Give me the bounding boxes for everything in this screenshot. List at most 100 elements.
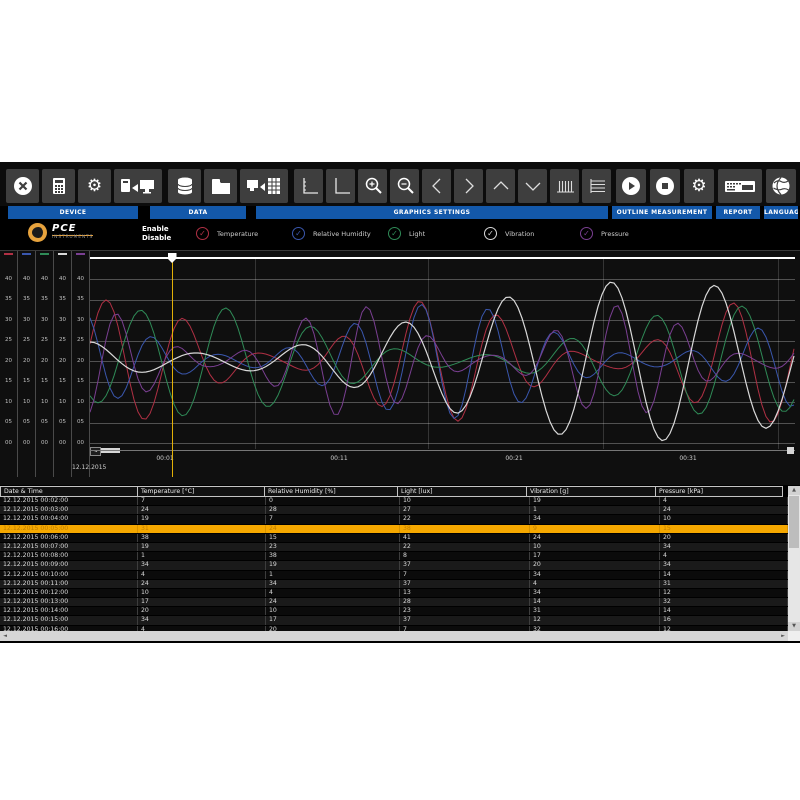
vertical-gridline — [603, 259, 604, 449]
scroll-left-arrow[interactable]: ◄ — [3, 633, 7, 639]
axis-tick-label: 30 — [59, 316, 66, 323]
legend-item-temperature: ✓ Temperature — [196, 227, 292, 240]
table-cell: 12.12.2015 00:07:00 — [0, 542, 138, 552]
plot-scrollbar-track[interactable] — [90, 450, 795, 451]
table-row[interactable]: 12.12.2015 00:14:00 20 10 23 31 14 — [0, 607, 788, 617]
axis-tick-label: 20 — [5, 357, 12, 364]
table-cell: 7 — [400, 570, 530, 579]
series-checkbox-light[interactable]: ✓ — [388, 227, 401, 240]
column-header-vibration-g-[interactable]: Vibration [g] — [526, 486, 656, 497]
scroll-down-arrow[interactable]: ▼ — [788, 622, 800, 631]
table-cell: 23 — [400, 607, 530, 616]
series-checkbox-vibration[interactable]: ✓ — [484, 227, 497, 240]
axis-tick-label: 10 — [77, 398, 84, 405]
send-to-display-button[interactable] — [114, 169, 162, 203]
table-row[interactable]: 12.12.2015 00:02:00 7 0 10 19 4 — [0, 497, 788, 507]
language-button[interactable] — [766, 169, 796, 203]
measurement-settings-button[interactable]: ⚙ — [684, 169, 714, 203]
axis-tick-label: 40 — [77, 275, 84, 282]
scroll-right-arrow[interactable]: ► — [781, 633, 785, 639]
start-measurement-button[interactable] — [616, 169, 646, 203]
table-row[interactable]: 12.12.2015 00:07:00 19 23 22 10 34 — [0, 542, 788, 553]
axis-tick-label: 40 — [5, 275, 12, 282]
database-button[interactable] — [168, 169, 201, 203]
axis-tick-label: 00 — [77, 439, 84, 446]
legend-label: Temperature — [217, 229, 259, 238]
series-line-light — [90, 305, 795, 417]
table-cell: 10 — [138, 588, 266, 598]
column-header-date-time[interactable]: Date & Time — [0, 486, 138, 497]
table-cell: 17 — [138, 598, 266, 607]
scroll-up-arrow[interactable]: ▲ — [788, 486, 800, 495]
close-button[interactable] — [6, 169, 39, 203]
y-axis-vibration: 40 35 30 25 20 15 10 05 00 — [54, 251, 72, 477]
table-row[interactable]: 12.12.2015 00:12:00 10 4 13 34 12 — [0, 588, 788, 599]
column-header-pressure-kpa-[interactable]: Pressure [kPa] — [655, 486, 783, 497]
horizontal-gridline — [90, 279, 795, 280]
column-header-light-lux-[interactable]: Light [lux] — [397, 486, 527, 497]
axis-tick-label: 20 — [59, 357, 66, 364]
table-cell: 7 — [138, 497, 266, 506]
table-row[interactable]: 12.12.2015 00:09:00 34 19 37 20 34 — [0, 561, 788, 571]
y-axis-light: 40 35 30 25 20 15 10 05 00 — [36, 251, 54, 477]
series-checkbox-relative-humidity[interactable]: ✓ — [292, 227, 305, 240]
device-settings-button[interactable]: ⚙ — [78, 169, 111, 203]
axis-tick-label: 15 — [77, 378, 84, 384]
stop-measurement-button[interactable] — [650, 169, 680, 203]
enable-disable-label: Enable Disable — [142, 225, 172, 242]
scroll-up-button[interactable] — [486, 169, 515, 203]
table-row[interactable]: 12.12.2015 00:04:00 19 7 22 34 10 — [0, 515, 788, 525]
scroll-down-button[interactable] — [518, 169, 547, 203]
table-row[interactable]: 12.12.2015 00:06:00 38 15 41 24 20 — [0, 533, 788, 543]
axis-tick-label: 25 — [59, 337, 66, 343]
report-button[interactable] — [718, 169, 762, 203]
table-cell: 31 — [138, 524, 266, 533]
table-cell: 12.12.2015 00:15:00 — [0, 616, 138, 625]
horizontal-gridline — [90, 422, 795, 424]
series-line-vibration — [90, 281, 795, 442]
table-header: Date & Time Temperature [°C] Relative Humi… — [0, 486, 788, 497]
table-cell: 10 — [530, 542, 660, 552]
open-folder-button[interactable] — [204, 169, 237, 203]
axis-tick-label: 30 — [5, 316, 12, 323]
scroll-right-button[interactable] — [454, 169, 483, 203]
table-row-selected[interactable]: 12.12.2015 00:05:00 31 24 38 9 15 — [0, 524, 788, 534]
table-row[interactable]: 12.12.2015 00:11:00 24 34 37 4 31 — [0, 579, 788, 589]
table-cell: 12.12.2015 00:11:00 — [0, 579, 138, 588]
table-row[interactable]: 12.12.2015 00:10:00 4 1 7 34 14 — [0, 570, 788, 580]
table-row[interactable]: 12.12.2015 00:15:00 34 17 37 12 16 — [0, 616, 788, 626]
table-cell: 34 — [530, 570, 660, 579]
plot-scroll-right-box[interactable] — [787, 447, 794, 454]
table-cell: 10 — [660, 515, 788, 524]
table-row[interactable]: 12.12.2015 00:13:00 17 24 28 14 32 — [0, 598, 788, 608]
table-row[interactable]: 12.12.2015 00:03:00 24 28 27 1 24 — [0, 506, 788, 516]
axis-tick-label: 15 — [23, 378, 30, 384]
time-slider-handle[interactable] — [167, 253, 177, 263]
zoom-out-button[interactable] — [390, 169, 419, 203]
axis-tick-label: 15 — [41, 378, 48, 384]
table-vertical-scrollbar[interactable]: ▲ ▼ — [788, 486, 800, 631]
time-slider-track[interactable] — [90, 257, 795, 259]
vertical-gridlines-button[interactable] — [550, 169, 579, 203]
table-horizontal-scrollbar[interactable]: ◄ ► — [0, 631, 788, 641]
horizontal-gridlines-button[interactable] — [582, 169, 611, 203]
table-cell: 24 — [266, 524, 400, 533]
x-axis-label: 00:11 — [330, 455, 348, 462]
zoom-in-button[interactable] — [358, 169, 387, 203]
series-checkbox-pressure[interactable]: ✓ — [580, 227, 593, 240]
scroll-left-button[interactable] — [422, 169, 451, 203]
axis-style-1-button[interactable] — [294, 169, 323, 203]
column-header-relative-humidity-[interactable]: Relative Humidity [%] — [264, 486, 398, 497]
table-row[interactable]: 12.12.2015 00:08:00 1 38 8 17 4 — [0, 552, 788, 562]
legend-label: Pressure — [601, 229, 629, 238]
display-to-table-button[interactable] — [240, 169, 288, 203]
calculator-button[interactable] — [42, 169, 75, 203]
table-cell: 19 — [530, 497, 660, 506]
series-checkbox-temperature[interactable]: ✓ — [196, 227, 209, 240]
axis-style-2-button[interactable] — [326, 169, 355, 203]
axis-tick-label: 15 — [5, 378, 12, 384]
horizontal-gridline — [90, 443, 795, 444]
axis-tick-label: 10 — [41, 398, 48, 405]
vertical-scrollbar-thumb[interactable] — [789, 496, 799, 548]
column-header-temperature-c-[interactable]: Temperature [°C] — [137, 486, 265, 497]
